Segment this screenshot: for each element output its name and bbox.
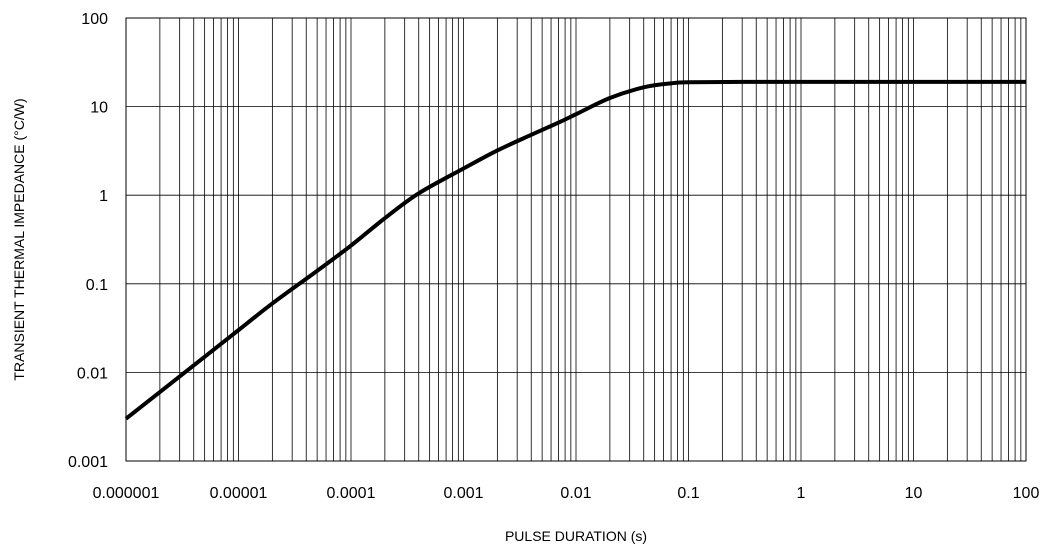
impedance-curve bbox=[124, 79, 1026, 421]
y-tick-label: 100 bbox=[81, 11, 108, 28]
y-tick-label: 0.001 bbox=[68, 454, 108, 471]
x-tick-label: 0.000001 bbox=[93, 485, 160, 502]
x-tick-label: 0.0001 bbox=[327, 485, 376, 502]
x-tick-label: 0.01 bbox=[560, 485, 591, 502]
y-axis-title: TRANSIENT THERMAL IMPEDANCE (°C/W) bbox=[11, 98, 27, 380]
y-tick-label: 0.1 bbox=[86, 277, 108, 294]
series-layer bbox=[124, 79, 1026, 421]
y-tick-label: 0.01 bbox=[77, 365, 108, 382]
y-tick-label: 1 bbox=[99, 188, 108, 205]
x-tick-label: 0.001 bbox=[443, 485, 483, 502]
y-tick-label: 10 bbox=[90, 100, 108, 117]
y-tick-labels: 100 10 1 0.1 0.01 0.001 bbox=[68, 11, 108, 471]
plot-frame bbox=[125, 17, 1027, 462]
x-tick-labels: 0.000001 0.00001 0.0001 0.001 0.01 0.1 1 10 100 bbox=[93, 485, 1040, 502]
x-tick-label: 100 bbox=[1013, 485, 1040, 502]
x-axis-title: PULSE DURATION (s) bbox=[505, 528, 647, 544]
x-tick-label: 1 bbox=[797, 485, 806, 502]
x-tick-label: 0.1 bbox=[677, 485, 699, 502]
grid bbox=[126, 18, 1026, 461]
x-tick-label: 10 bbox=[905, 485, 923, 502]
x-tick-label: 0.00001 bbox=[210, 485, 268, 502]
